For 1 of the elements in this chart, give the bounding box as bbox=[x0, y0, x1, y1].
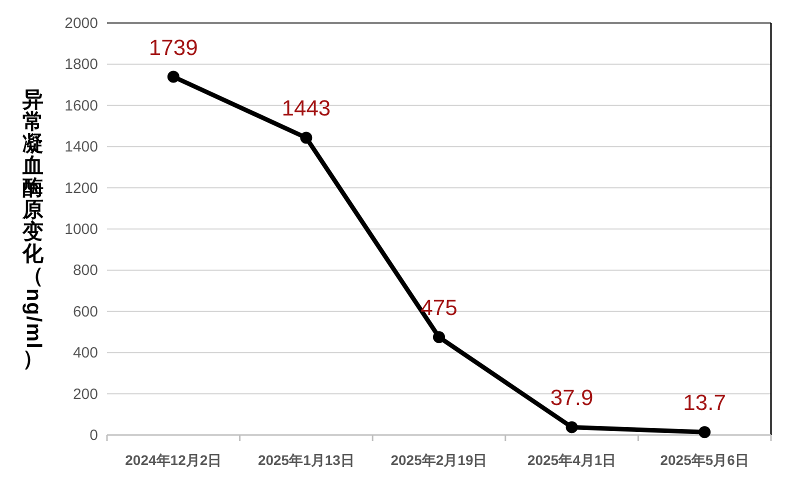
ylabel: 异常凝血酶原变化（ng/ml） bbox=[22, 88, 45, 371]
